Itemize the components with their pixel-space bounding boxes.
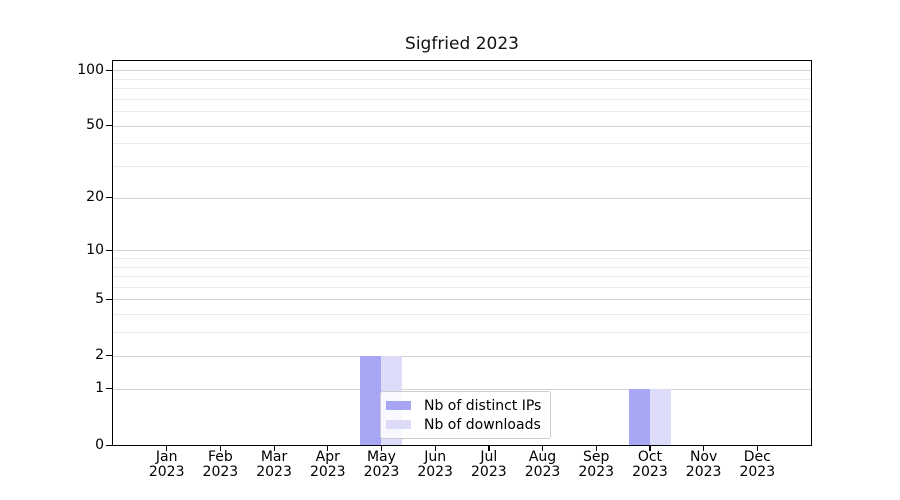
x-tick-mark <box>434 446 436 451</box>
major-gridline <box>113 250 811 252</box>
y-tick-label: 0 <box>95 436 104 453</box>
x-tick-label: Dec 2023 <box>739 449 776 480</box>
plot-area <box>112 60 812 446</box>
minor-gridline <box>113 314 811 316</box>
major-gridline <box>113 355 811 357</box>
y-tick-label: 2 <box>95 347 104 364</box>
x-tick-label: Nov 2023 <box>685 449 722 480</box>
x-tick-mark <box>219 446 222 451</box>
x-tick-mark <box>595 446 597 451</box>
x-tick-label: Feb 2023 <box>202 449 239 480</box>
x-tick-label: Oct 2023 <box>632 449 668 480</box>
y-tick-label: 100 <box>77 61 104 78</box>
major-gridline <box>113 388 811 390</box>
minor-gridline <box>113 276 811 278</box>
x-tick-mark <box>703 446 705 451</box>
x-tick-mark <box>273 446 275 451</box>
y-tick-mark <box>106 298 112 301</box>
minor-gridline <box>113 143 811 145</box>
legend-item-1: Nb of downloads <box>386 415 541 434</box>
y-tick-label: 50 <box>86 117 104 134</box>
x-tick-mark <box>649 446 651 451</box>
y-tick-label: 20 <box>86 189 104 206</box>
y-tick-mark <box>106 355 112 357</box>
bar-nb-of-distinct-ips-4 <box>360 355 382 445</box>
bar-nb-of-downloads-9 <box>649 388 671 445</box>
legend-label: Nb of distinct IPs <box>424 397 542 414</box>
y-tick-mark <box>106 69 112 71</box>
legend-item-0: Nb of distinct IPs <box>386 396 541 415</box>
major-gridline <box>113 125 811 127</box>
chart-title: Sigfried 2023 <box>405 34 519 54</box>
y-tick-mark <box>106 197 112 199</box>
minor-gridline <box>113 111 811 113</box>
minor-gridline <box>113 257 811 259</box>
minor-gridline <box>113 166 811 168</box>
x-tick-label: Jan 2023 <box>148 449 185 480</box>
major-gridline <box>113 299 811 301</box>
minor-gridline <box>113 98 811 100</box>
x-tick-label: Aug 2023 <box>524 449 561 480</box>
bar-nb-of-distinct-ips-9 <box>628 388 650 445</box>
minor-gridline <box>113 286 811 288</box>
y-tick-label: 1 <box>95 380 104 397</box>
x-tick-label: Jul 2023 <box>471 449 507 480</box>
x-tick-label: Sep 2023 <box>578 449 615 480</box>
x-tick-mark <box>488 446 490 451</box>
legend-label: Nb of downloads <box>424 416 541 433</box>
x-tick-mark <box>542 446 544 451</box>
y-tick-label: 10 <box>86 241 104 258</box>
major-gridline <box>113 70 811 72</box>
legend-swatch-icon <box>386 420 411 429</box>
legend: Nb of distinct IPs Nb of downloads <box>380 391 552 439</box>
minor-gridline <box>113 266 811 268</box>
y-tick-mark <box>106 444 112 446</box>
major-gridline <box>113 197 811 199</box>
x-tick-mark <box>166 446 168 451</box>
minor-gridline <box>113 88 811 90</box>
x-tick-mark <box>327 446 329 451</box>
x-tick-label: Mar 2023 <box>256 449 292 480</box>
minor-gridline <box>113 78 811 80</box>
y-tick-mark <box>106 249 112 251</box>
x-tick-mark <box>380 446 383 451</box>
x-tick-label: Jun 2023 <box>417 449 453 480</box>
x-tick-mark <box>756 446 758 451</box>
y-tick-mark <box>106 125 112 127</box>
x-tick-label: May 2023 <box>363 449 400 480</box>
legend-swatch-icon <box>386 401 411 410</box>
minor-gridline <box>113 332 811 334</box>
x-tick-label: Apr 2023 <box>309 449 346 480</box>
y-tick-label: 5 <box>95 290 104 307</box>
y-tick-mark <box>106 388 112 390</box>
